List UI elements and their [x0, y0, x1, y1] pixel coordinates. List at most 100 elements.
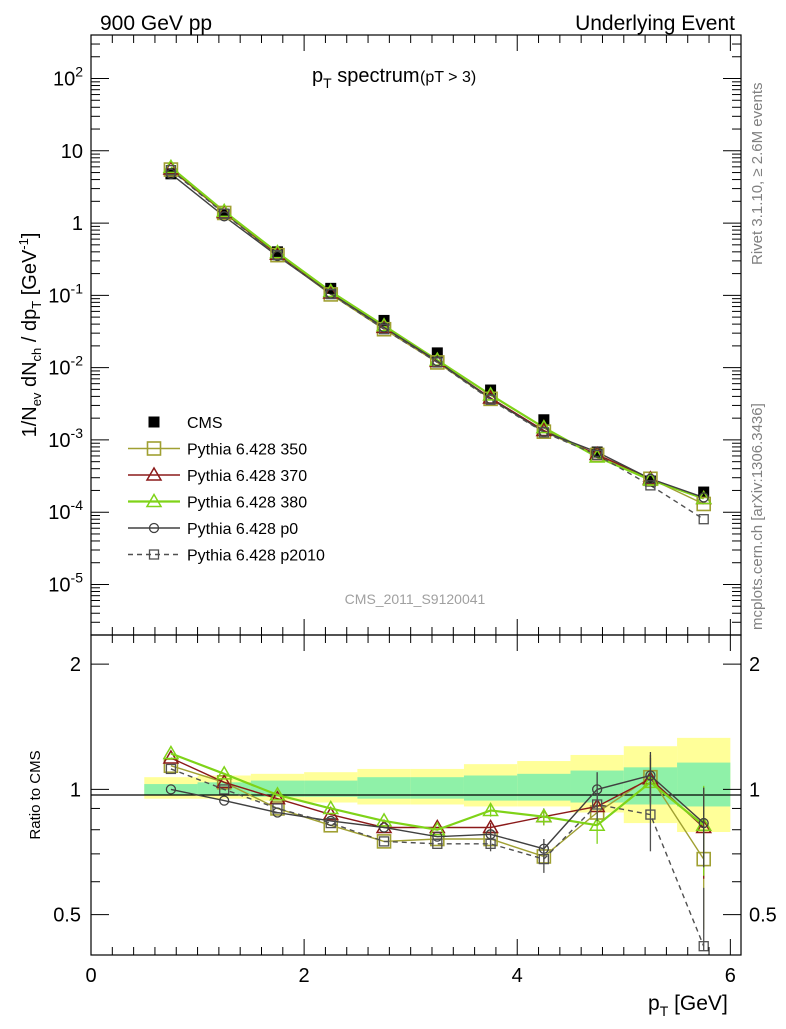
legend-label: CMS — [187, 415, 223, 432]
ratio-point — [376, 834, 392, 849]
data-point — [269, 244, 286, 259]
plot-title-main: p — [312, 65, 323, 87]
legend-marker — [146, 441, 162, 456]
series-line — [170, 173, 704, 499]
data-point — [325, 288, 336, 300]
band-green — [517, 773, 571, 801]
x-axis-label-main: p — [648, 992, 660, 1015]
main-y-tick-label: 10-2 — [48, 353, 83, 380]
data-point — [165, 164, 177, 176]
data-point — [215, 202, 233, 218]
ratio-series-2 — [162, 744, 713, 876]
ratio-point — [378, 822, 390, 833]
x-tick-label: 6 — [725, 965, 736, 987]
data-point — [219, 208, 230, 219]
main-y-tick-label: 10-3 — [48, 425, 83, 452]
ratio-y-tick-label-right: 2 — [749, 654, 760, 676]
main-panel: 10-5 10-4 10-3 10-2 10-1 1 10 102 pT spectrum (… — [16, 34, 742, 636]
ratio-frame — [90, 634, 742, 956]
data-point — [591, 449, 603, 461]
ratio-line — [170, 752, 705, 831]
legend-label: Pythia 6.428 p0 — [187, 521, 298, 538]
ratio-point — [162, 744, 180, 760]
x-axis-label-sub: T — [660, 1003, 669, 1019]
data-point — [645, 480, 656, 491]
band-green — [410, 777, 464, 799]
main-y-tick-label: 10-5 — [48, 569, 83, 596]
legend-marker — [145, 466, 163, 481]
data-point — [698, 492, 709, 503]
legend-marker — [148, 416, 160, 428]
ratio-point — [485, 838, 496, 849]
x-axis-label-rest: [GeV] — [668, 992, 728, 1015]
data-point — [538, 427, 550, 438]
ratio-point — [535, 808, 553, 823]
legend-label: Pythia 6.428 p2010 — [187, 548, 325, 565]
main-y-tick-label: 1 — [72, 213, 83, 235]
ratio-point — [482, 801, 499, 817]
series-markers-3 — [162, 158, 713, 505]
ratio-point — [591, 799, 603, 810]
main-frame — [90, 34, 742, 636]
ratio-point — [429, 821, 446, 836]
ratio-line — [170, 768, 705, 947]
legend-label: Pythia 6.428 350 — [187, 442, 307, 459]
svg-text:1/Nev dNch / dpT [GeV-1]: 1/Nev dNch / dpT [GeV-1] — [16, 233, 44, 438]
x-axis-label: pT [GeV] — [648, 992, 728, 1019]
main-series-layer — [162, 158, 713, 525]
series-4 — [170, 173, 704, 499]
legend-label: Pythia 6.428 370 — [187, 468, 307, 485]
ratio-point — [165, 784, 177, 795]
ratio-y-label: Ratio to CMS — [27, 750, 44, 839]
main-y-tick-label: 10 — [61, 141, 83, 163]
ratio-point — [322, 799, 340, 815]
ratio-point — [645, 770, 656, 781]
ratio-point — [698, 941, 709, 952]
band-green — [304, 780, 358, 797]
ratio-series-layer — [162, 744, 713, 952]
ratio-point — [645, 809, 656, 820]
ratio-point — [325, 817, 336, 829]
main-y-tick-label: 102 — [53, 64, 83, 91]
band-green — [357, 777, 411, 799]
series-markers-5 — [165, 164, 709, 525]
ratio-point — [215, 773, 233, 789]
ratio-point — [165, 763, 177, 775]
ratio-point — [432, 831, 443, 842]
ratio-point — [272, 803, 283, 814]
plot-title: pT spectrum — [312, 65, 420, 91]
data-point — [430, 355, 445, 370]
legend-label: Pythia 6.428 380 — [187, 495, 307, 512]
ratio-point — [270, 801, 285, 816]
ratio-series-4 — [165, 763, 709, 952]
ratio-point — [375, 812, 393, 827]
ratio-line — [170, 757, 705, 829]
legend: CMS Pythia 6.428 350 Pythia 6.428 370 Pythi… — [128, 415, 325, 565]
data-point — [432, 357, 443, 368]
plot-title-sub: T — [323, 75, 332, 91]
data-point — [695, 489, 713, 505]
ratio-point — [219, 795, 230, 806]
ratio-y-tick-label: 0.5 — [53, 905, 81, 927]
main-y-tick-label: 10-1 — [48, 280, 83, 307]
x-tick-label: 0 — [85, 965, 96, 987]
plot-title-cut: (pT > 3) — [420, 69, 476, 86]
ratio-line — [170, 774, 705, 850]
ratio-point — [588, 816, 606, 832]
band-green — [463, 775, 518, 801]
ratio-point — [162, 749, 180, 764]
analysis-watermark: CMS_2011_S9120041 — [345, 591, 486, 607]
ratio-point — [698, 817, 709, 829]
data-point — [535, 419, 553, 434]
ratio-point — [163, 758, 179, 774]
ratio-y-tick-label: 1 — [70, 779, 81, 801]
data-point — [485, 394, 496, 405]
ratio-point — [269, 786, 286, 801]
x-tick-label: 2 — [299, 965, 310, 987]
x-tick-label: 4 — [512, 965, 523, 987]
legend-marker — [148, 522, 160, 534]
ratio-point — [538, 853, 550, 865]
main-y-axis: 10-5 10-4 10-3 10-2 10-1 1 10 102 — [48, 34, 741, 636]
